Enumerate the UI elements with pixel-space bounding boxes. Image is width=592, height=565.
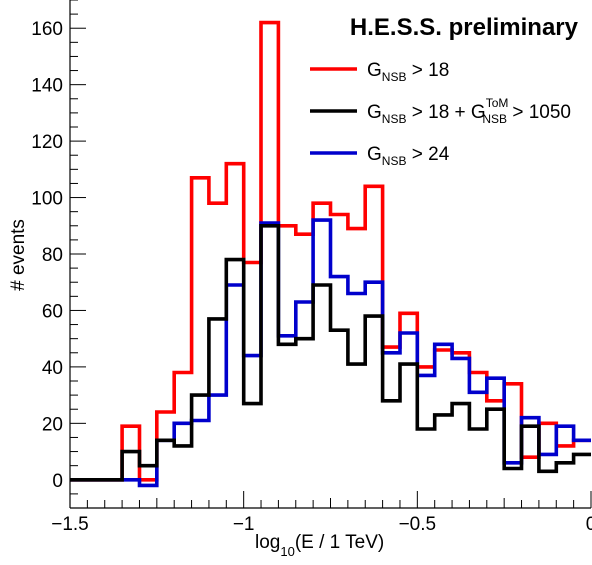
x-axis-label: log10(E / 1 TeV)	[255, 532, 384, 559]
x-axis-label-rest: (E / 1 TeV)	[295, 532, 384, 553]
x-tick-label: −1.5	[51, 514, 89, 535]
legend-label-1: GNSB > 18	[367, 60, 449, 84]
y-tick-label: 160	[31, 19, 63, 40]
y-tick-label: 20	[42, 414, 63, 435]
x-axis-label-main: log	[255, 532, 280, 553]
y-tick-label: 80	[42, 245, 63, 266]
series-layer	[70, 20, 591, 488]
legend: GNSB > 18 GNSB > 18 + GToM NSB > 1050 GNSB …	[310, 60, 571, 168]
chart-title: H.E.S.S. preliminary	[350, 14, 579, 41]
y-tick-label: 60	[42, 301, 63, 322]
y-tick-label: 40	[42, 358, 63, 379]
x-tick-label: 0	[586, 514, 592, 535]
x-axis-label-sub: 10	[280, 544, 294, 559]
y-tick-label: 0	[52, 471, 63, 492]
axes-layer: 0 20 40 60 80 100 120 140 160 −1.5 −1 −0.5 0	[31, 0, 592, 535]
x-tick-label: −0.5	[399, 514, 437, 535]
series-line-2	[70, 218, 591, 488]
y-tick-label: 120	[31, 132, 63, 153]
series-line-3	[70, 224, 591, 482]
legend-label-3: GNSB > 24	[367, 144, 450, 168]
y-tick-label: 100	[31, 189, 63, 210]
legend-label-2: GNSB > 18 + GToM NSB > 1050	[367, 96, 571, 126]
y-axis-label: # events	[8, 219, 29, 291]
x-tick-label: −1	[233, 514, 255, 535]
y-tick-label: 140	[31, 76, 63, 97]
